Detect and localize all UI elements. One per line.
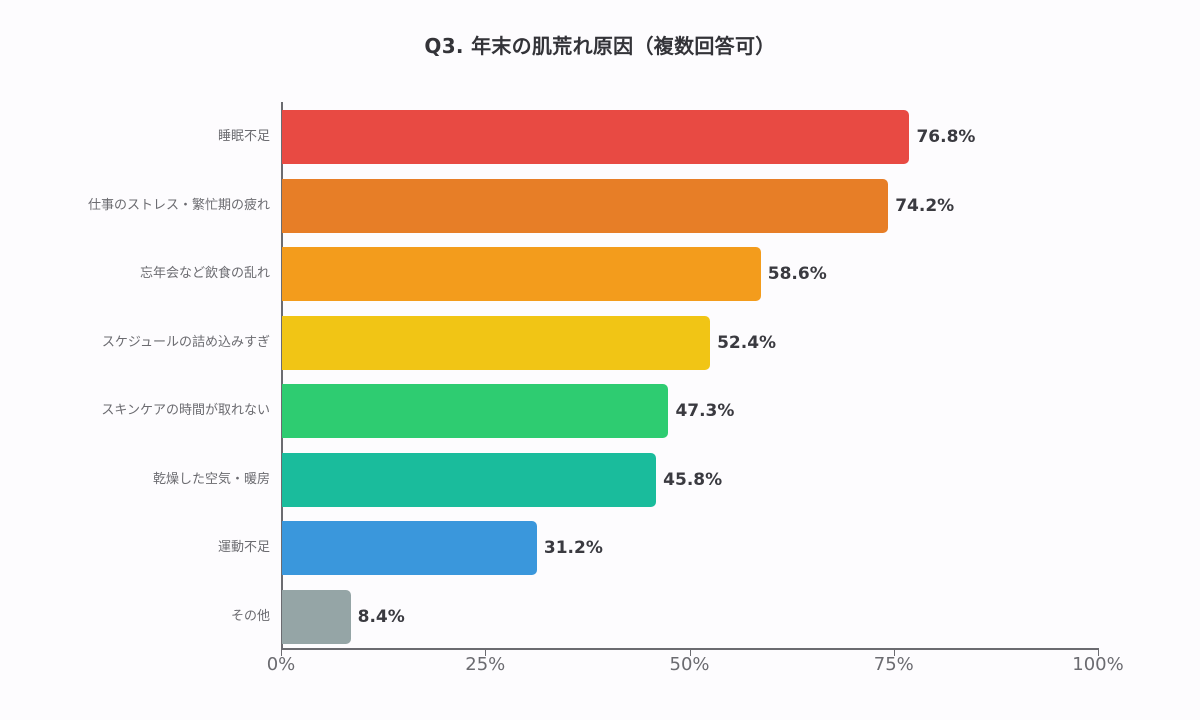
plot-area: 76.8% 74.2% 58.6% 52.4% 47.3% 45.8% 31.2% 8.4% <box>281 102 1099 656</box>
bar <box>282 589 351 644</box>
bar <box>282 315 711 370</box>
value-label: 47.3% <box>675 401 735 421</box>
x-tick-mark <box>485 648 487 656</box>
bar <box>282 521 537 575</box>
chart-title: Q3. 年末の肌荒れ原因（複数回答可） <box>424 34 776 58</box>
bar <box>282 247 761 301</box>
category-label: スキンケアの時間が取れない <box>101 403 270 418</box>
value-label: 76.8% <box>916 127 976 147</box>
x-tick-mark <box>281 648 282 656</box>
x-tick-label: 50% <box>669 654 710 675</box>
bar <box>282 384 669 438</box>
category-label: 仕事のストレス・繁忙期の疲れ <box>87 197 270 213</box>
category-label: 忘年会など飲食の乱れ <box>139 266 270 281</box>
category-label: その他 <box>230 608 270 624</box>
bar <box>282 452 657 507</box>
x-tick-label: 75% <box>873 654 914 675</box>
value-label: 45.8% <box>663 469 723 490</box>
bar <box>282 110 910 164</box>
category-label: 乾燥した空気・暖房 <box>152 471 270 487</box>
value-label: 8.4% <box>357 606 405 627</box>
x-tick-mark <box>1098 648 1099 656</box>
x-tick-label: 100% <box>1072 654 1124 675</box>
x-tick-label: 25% <box>465 654 506 675</box>
bar <box>282 178 889 233</box>
x-tick-mark <box>689 648 691 656</box>
value-label: 74.2% <box>895 195 955 216</box>
x-tick-label: 0% <box>266 654 296 675</box>
category-label: スケジュールの詰め込みすぎ <box>101 334 270 350</box>
value-label: 31.2% <box>543 538 603 558</box>
value-label: 58.6% <box>767 264 827 284</box>
value-label: 52.4% <box>717 332 777 353</box>
y-axis-line <box>281 102 283 650</box>
category-label: 運動不足 <box>217 540 270 555</box>
x-tick-mark <box>893 648 895 656</box>
category-label: 睡眠不足 <box>217 129 270 144</box>
